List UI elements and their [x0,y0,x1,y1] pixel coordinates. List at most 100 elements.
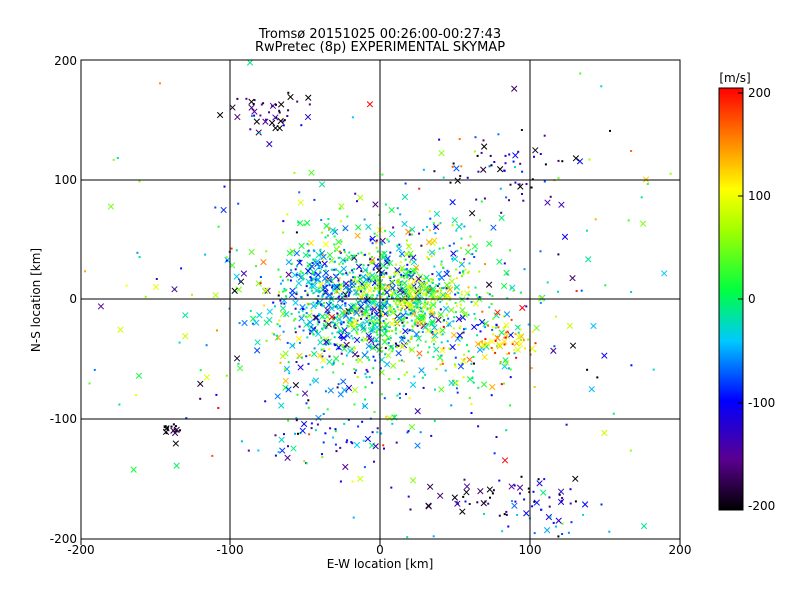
scatter-cross [519,304,526,311]
scatter-cross [490,224,497,231]
scatter-dot [418,301,421,304]
scatter-dot [345,295,347,298]
scatter-dot [369,238,372,241]
scatter-dot [287,278,289,281]
scatter-dot [396,323,399,326]
scatter-dot [507,367,510,370]
scatter-dot [448,322,451,325]
scatter-cross [358,294,365,301]
scatter-dot [345,441,348,444]
scatter-dot [356,333,359,336]
scatter-dot [321,295,324,298]
scatter-cross [381,338,388,346]
scatter-cross [485,281,493,288]
scatter-dot [448,347,451,350]
scatter-dot [509,376,512,379]
scatter-dot [353,304,356,307]
scatter-dot [347,332,350,334]
scatter-dot [274,305,276,308]
scatter-cross [428,320,436,327]
scatter-dot [217,225,220,228]
scatter-cross [329,227,336,234]
scatter-dot [334,443,337,446]
scatter-dot [395,332,398,335]
scatter-cross [588,386,595,393]
scatter-dot [509,368,512,371]
scatter-cross [433,223,440,231]
scatter-cross [322,269,330,277]
scatter-dot [343,422,346,425]
scatter-dot [343,295,346,298]
scatter-cross [336,315,343,323]
scatter-dot [439,330,442,333]
scatter-dot [505,513,508,516]
scatter-dot [432,222,435,225]
scatter-dot [369,280,372,283]
scatter-cross [508,483,515,490]
scatter-dot [371,279,374,282]
scatter-dot [301,308,304,310]
scatter-dot [424,373,427,376]
scatter-dot [533,155,535,158]
scatter-cross [251,108,258,115]
scatter-dot [388,295,391,298]
scatter-dot [303,460,306,463]
scatter-dot [511,342,514,345]
scatter-dot [312,277,315,280]
scatter-dot [484,338,487,341]
scatter-dot [305,355,308,358]
scatter-dot [358,314,361,317]
scatter-dot [373,305,376,308]
scatter-cross [335,344,342,351]
scatter-dot [309,303,311,305]
scatter-dot [333,316,336,319]
scatter-cross [316,263,323,271]
scatter-dot [403,317,406,319]
scatter-dot [185,417,188,420]
scatter-dot [393,414,396,417]
scatter-cross [557,488,565,495]
scatter-dot [319,271,322,274]
scatter-cross [558,201,565,208]
scatter-cross [298,242,305,250]
scatter-dot [376,427,379,430]
scatter-dot [293,171,296,174]
scatter-dot [467,244,470,247]
scatter-dot [407,313,410,316]
scatter-dot [401,269,404,272]
scatter-dot [362,405,365,408]
scatter-dot [382,291,385,294]
scatter-dot [333,260,336,263]
scatter-dot [401,283,404,286]
scatter-cross [381,250,388,257]
scatter-cross [333,283,341,291]
scatter-dot [408,329,411,332]
scatter-dot [340,323,343,326]
scatter-dot [462,495,465,498]
scatter-dot [312,249,315,252]
scatter-dot [467,350,470,353]
scatter-dot [459,303,462,306]
scatter-cross [661,270,668,277]
scatter-cross [365,223,372,230]
scatter-dot [290,312,293,315]
scatter-dot [328,284,331,287]
scatter-dot [380,295,383,298]
scatter-dot [399,213,402,216]
scatter-dot [422,229,425,231]
scatter-dot [455,387,458,390]
scatter-dot [375,239,378,242]
scatter-dot [283,119,286,122]
scatter-dot [415,319,418,322]
scatter-cross [272,114,279,121]
scatter-dot [475,293,478,296]
scatter-dot [375,246,378,249]
scatter-cross [369,235,376,242]
scatter-dot [388,378,391,380]
scatter-dot [361,420,364,423]
scatter-dot [465,313,468,316]
scatter-dot [433,419,436,422]
scatter-cross [498,329,505,336]
scatter-dot [433,170,436,173]
scatter-dot [452,327,455,330]
